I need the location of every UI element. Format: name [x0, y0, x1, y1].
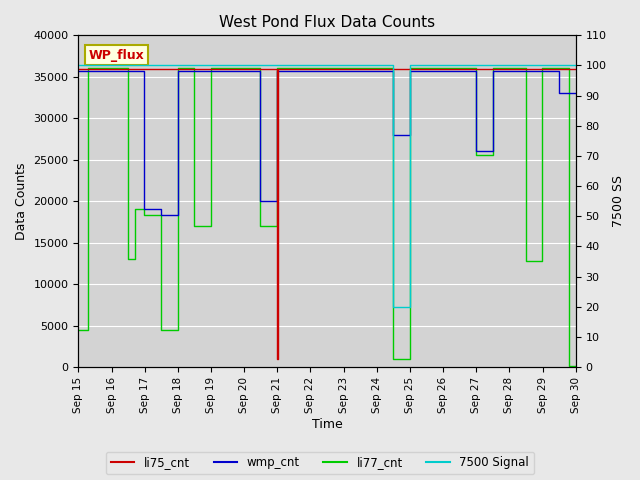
7500 Signal: [389, 304, 397, 310]
li77_cnt: [190, 66, 198, 72]
wmp_cnt: [273, 198, 281, 204]
wmp_cnt: [555, 91, 563, 96]
Line: wmp_cnt: wmp_cnt: [79, 71, 576, 215]
Line: li75_cnt: li75_cnt: [79, 69, 576, 359]
Y-axis label: 7500 SS: 7500 SS: [612, 175, 625, 227]
li77_cnt: [489, 66, 497, 72]
li77_cnt: [257, 66, 264, 72]
li77_cnt: [257, 223, 264, 229]
li75_cnt: [274, 356, 282, 361]
li77_cnt: [173, 327, 181, 333]
7500 Signal: [75, 62, 83, 68]
li75_cnt: [273, 356, 281, 361]
wmp_cnt: [75, 68, 83, 74]
li77_cnt: [190, 223, 198, 229]
Legend: li75_cnt, wmp_cnt, li77_cnt, 7500 Signal: li75_cnt, wmp_cnt, li77_cnt, 7500 Signal: [106, 452, 534, 474]
wmp_cnt: [406, 132, 413, 138]
wmp_cnt: [157, 206, 164, 212]
li77_cnt: [273, 223, 281, 229]
li77_cnt: [141, 206, 148, 212]
7500 Signal: [406, 304, 413, 310]
wmp_cnt: [141, 68, 148, 74]
li77_cnt: [124, 66, 132, 72]
wmp_cnt: [257, 68, 264, 74]
li77_cnt: [124, 256, 132, 262]
wmp_cnt: [273, 68, 281, 74]
wmp_cnt: [173, 212, 181, 218]
Title: West Pond Flux Data Counts: West Pond Flux Data Counts: [219, 15, 435, 30]
li77_cnt: [273, 66, 281, 72]
li77_cnt: [572, 363, 580, 369]
wmp_cnt: [257, 198, 264, 204]
Y-axis label: Data Counts: Data Counts: [15, 162, 28, 240]
wmp_cnt: [157, 212, 164, 218]
wmp_cnt: [555, 68, 563, 74]
li75_cnt: [75, 66, 83, 72]
li75_cnt: [572, 66, 580, 72]
li77_cnt: [472, 66, 480, 72]
wmp_cnt: [389, 132, 397, 138]
li77_cnt: [173, 66, 181, 72]
li77_cnt: [141, 212, 148, 218]
wmp_cnt: [472, 68, 480, 74]
wmp_cnt: [489, 68, 497, 74]
li75_cnt: [274, 66, 282, 72]
li77_cnt: [406, 66, 413, 72]
li77_cnt: [207, 223, 214, 229]
li77_cnt: [406, 356, 413, 361]
li77_cnt: [157, 212, 164, 218]
li77_cnt: [157, 327, 164, 333]
li77_cnt: [489, 152, 497, 157]
wmp_cnt: [173, 68, 181, 74]
li77_cnt: [522, 66, 529, 72]
Line: 7500 Signal: 7500 Signal: [79, 65, 576, 307]
li77_cnt: [538, 258, 546, 264]
Text: WP_flux: WP_flux: [88, 48, 144, 61]
wmp_cnt: [572, 91, 580, 96]
wmp_cnt: [389, 68, 397, 74]
li75_cnt: [273, 66, 281, 72]
7500 Signal: [406, 62, 413, 68]
li77_cnt: [538, 66, 546, 72]
wmp_cnt: [406, 68, 413, 74]
wmp_cnt: [489, 148, 497, 154]
7500 Signal: [572, 62, 580, 68]
li77_cnt: [389, 66, 397, 72]
li77_cnt: [565, 363, 573, 369]
wmp_cnt: [141, 206, 148, 212]
wmp_cnt: [472, 148, 480, 154]
7500 Signal: [389, 62, 397, 68]
li77_cnt: [131, 206, 139, 212]
li77_cnt: [84, 327, 92, 333]
li77_cnt: [207, 66, 214, 72]
li77_cnt: [472, 152, 480, 157]
li77_cnt: [75, 327, 83, 333]
li77_cnt: [131, 256, 139, 262]
Line: li77_cnt: li77_cnt: [79, 69, 576, 366]
li77_cnt: [389, 356, 397, 361]
li77_cnt: [565, 66, 573, 72]
li77_cnt: [84, 66, 92, 72]
X-axis label: Time: Time: [312, 419, 342, 432]
li77_cnt: [522, 258, 529, 264]
